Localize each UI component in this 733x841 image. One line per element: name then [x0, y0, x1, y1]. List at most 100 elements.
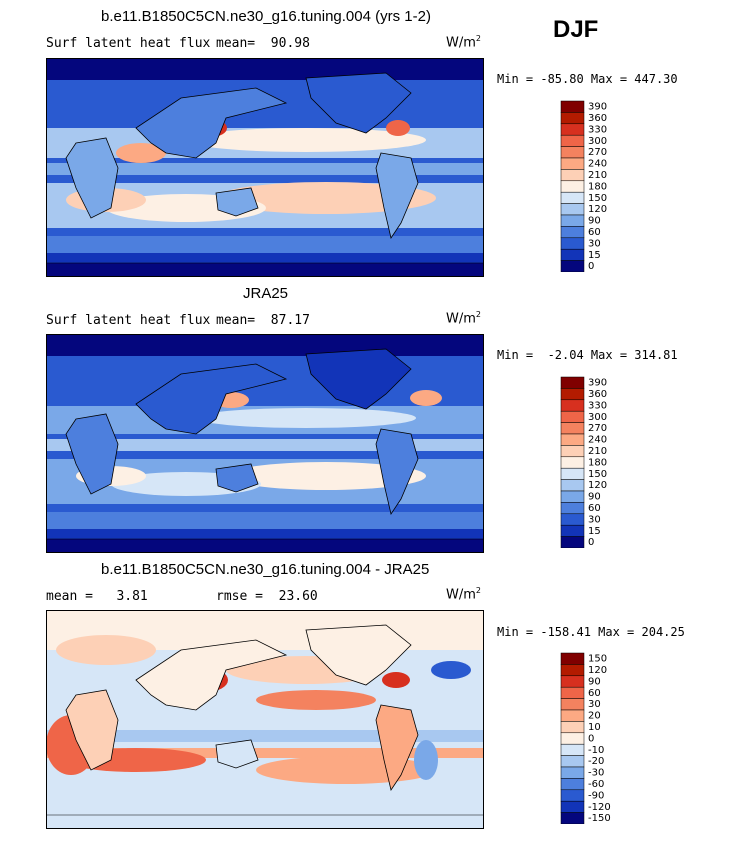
panel-1-minmax: Min = -85.80 Max = 447.30	[497, 72, 678, 86]
colorbar-label: 90	[588, 676, 601, 687]
colorbar-swatch	[560, 812, 585, 824]
colorbar-label: -60	[588, 779, 604, 790]
colorbar-label: 270	[588, 423, 607, 434]
colorbar-label: 20	[588, 711, 601, 722]
colorbar-swatch	[560, 675, 585, 688]
colorbar-swatch	[560, 652, 585, 665]
colorbar-swatch	[560, 698, 585, 711]
colorbar-swatch	[560, 260, 585, 272]
panel-3-colorbar-swatches	[560, 652, 585, 824]
colorbar-label: 30	[588, 699, 601, 710]
colorbar-label: 120	[588, 665, 607, 676]
colorbar-swatch	[560, 157, 585, 170]
colorbar-swatch	[560, 467, 585, 480]
colorbar-label: 120	[588, 480, 607, 491]
colorbar-swatch	[560, 433, 585, 446]
colorbar-swatch	[560, 214, 585, 227]
colorbar-label: 60	[588, 503, 601, 514]
colorbar-label: 0	[588, 537, 594, 548]
colorbar-swatch	[560, 376, 585, 389]
colorbar-label: -20	[588, 756, 604, 767]
panel-3-units: W/m2	[446, 586, 481, 603]
colorbar-swatch	[560, 778, 585, 791]
panel-2-map	[46, 334, 484, 553]
colorbar-label: -150	[588, 813, 611, 824]
colorbar-label: 150	[588, 469, 607, 480]
colorbar-swatch	[560, 664, 585, 677]
colorbar-label: 180	[588, 181, 607, 192]
panel-1-map	[46, 58, 484, 277]
panel-3-mean: mean = 3.81	[46, 589, 148, 604]
colorbar-swatch	[560, 445, 585, 458]
colorbar-label: 90	[588, 216, 601, 227]
panel-2-units: W/m2	[446, 310, 481, 327]
colorbar-swatch	[560, 789, 585, 802]
colorbar-swatch	[560, 524, 585, 537]
colorbar-swatch	[560, 536, 585, 548]
panel-2-variable: Surf latent heat flux	[46, 313, 211, 328]
colorbar-label: 360	[588, 113, 607, 124]
colorbar-label: 120	[588, 204, 607, 215]
colorbar-label: 90	[588, 492, 601, 503]
colorbar-swatch	[560, 709, 585, 722]
panel-1-variable: Surf latent heat flux	[46, 36, 211, 51]
colorbar-label: 390	[588, 378, 607, 389]
panel-2-minmax: Min = -2.04 Max = 314.81	[497, 348, 678, 362]
colorbar-swatch	[560, 180, 585, 193]
colorbar-swatch	[560, 721, 585, 734]
colorbar-swatch	[560, 203, 585, 216]
colorbar-swatch	[560, 732, 585, 745]
panel-1-mean: mean= 90.98	[216, 36, 310, 51]
colorbar-swatch	[560, 755, 585, 768]
panel-3-title: b.e11.B1850C5CN.ne30_g16.tuning.004 - JR…	[101, 561, 430, 578]
colorbar-label: -90	[588, 790, 604, 801]
colorbar-label: 15	[588, 526, 601, 537]
colorbar-label: 0	[588, 261, 594, 272]
colorbar-label: 300	[588, 136, 607, 147]
colorbar-label: 0	[588, 733, 594, 744]
colorbar-swatch	[560, 456, 585, 469]
colorbar-label: -10	[588, 745, 604, 756]
season-label: DJF	[553, 16, 599, 43]
colorbar-swatch	[560, 388, 585, 401]
colorbar-label: 210	[588, 446, 607, 457]
colorbar-label: 270	[588, 147, 607, 158]
panel-3-minmax: Min = -158.41 Max = 204.25	[497, 625, 685, 639]
colorbar-label: 360	[588, 389, 607, 400]
colorbar-label: 330	[588, 124, 607, 135]
colorbar-swatch	[560, 248, 585, 261]
colorbar-swatch	[560, 237, 585, 250]
panel-2-mean: mean= 87.17	[216, 313, 310, 328]
colorbar-label: 330	[588, 400, 607, 411]
colorbar-label: 240	[588, 435, 607, 446]
panel-3-map	[46, 610, 484, 829]
colorbar-swatch	[560, 490, 585, 503]
colorbar-swatch	[560, 112, 585, 125]
colorbar-swatch	[560, 502, 585, 515]
colorbar-label: 30	[588, 514, 601, 525]
colorbar-swatch	[560, 686, 585, 699]
colorbar-label: 300	[588, 412, 607, 423]
panel-2-title: JRA25	[243, 285, 289, 302]
panel-1-title: b.e11.B1850C5CN.ne30_g16.tuning.004 (yrs…	[101, 8, 431, 25]
colorbar-label: 30	[588, 238, 601, 249]
colorbar-swatch	[560, 191, 585, 204]
colorbar-swatch	[560, 513, 585, 526]
colorbar-swatch	[560, 766, 585, 779]
colorbar-swatch	[560, 479, 585, 492]
panel-1-units: W/m2	[446, 34, 481, 51]
colorbar-label: 150	[588, 654, 607, 665]
colorbar-swatch	[560, 146, 585, 159]
panel-2-colorbar-swatches	[560, 376, 585, 548]
colorbar-swatch	[560, 134, 585, 147]
colorbar-swatch	[560, 169, 585, 182]
colorbar-swatch	[560, 410, 585, 423]
colorbar-label: 60	[588, 227, 601, 238]
colorbar-label: 210	[588, 170, 607, 181]
colorbar-swatch	[560, 100, 585, 113]
